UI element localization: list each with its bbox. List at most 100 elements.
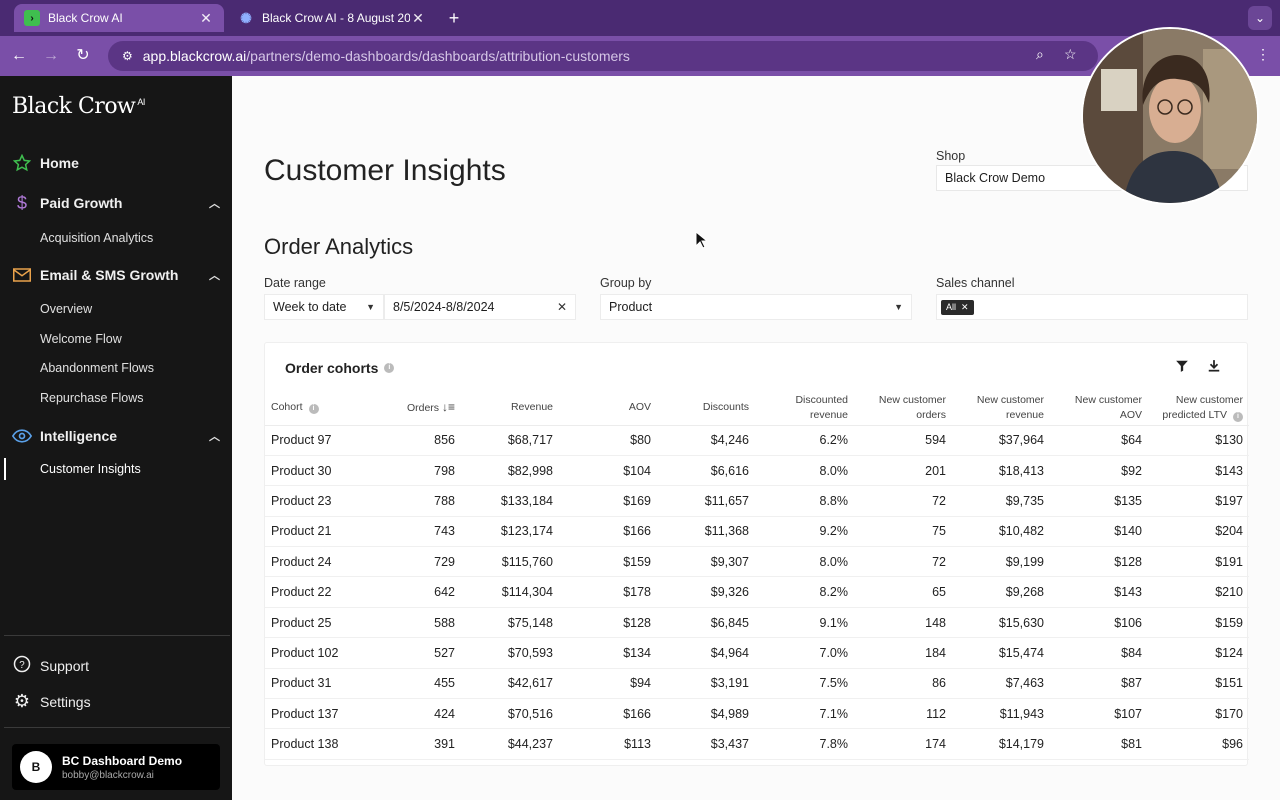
blackcrow-favicon-icon: › [24, 10, 40, 26]
date-preset-select[interactable]: Week to date ▼ [264, 294, 384, 320]
cell-new-customer-predicted-ltv: $170 [1148, 698, 1249, 730]
table-row[interactable]: Product 24 729 $115,760 $159 $9,307 8.0% 72 $9,… [265, 546, 1249, 578]
cell-discounts: $11,368 [657, 516, 755, 548]
sidebar-item-paid-growth[interactable]: $ Paid Growth ︿ [12, 191, 220, 215]
chevron-up-icon[interactable]: ︿ [209, 198, 220, 210]
cell-new-customer-predicted-ltv: $191 [1148, 546, 1249, 578]
help-circle-icon: ? [12, 655, 32, 676]
back-arrow-icon[interactable]: ← [11, 47, 27, 64]
cell-orders: 391 [365, 728, 461, 760]
cell-discounts: $6,845 [657, 607, 755, 639]
group-by-select[interactable]: Product ▼ [600, 294, 912, 320]
group-by-value: Product [609, 300, 653, 314]
table-row[interactable]: Product 21 743 $123,174 $166 $11,368 9.2% 75 $1… [265, 516, 1249, 548]
reload-icon[interactable]: ↻ [76, 47, 90, 64]
cell-new-customer-aov: $143 [1050, 576, 1148, 608]
cell-new-customer-aov: $135 [1050, 485, 1148, 517]
table-row[interactable]: Product 138 391 $44,237 $113 $3,437 7.8% 174 $1… [265, 728, 1249, 760]
clear-icon[interactable]: ✕ [556, 300, 567, 314]
col-header-discounts[interactable]: Discounts [657, 391, 755, 426]
site-info-icon[interactable]: ⚙ [122, 49, 133, 63]
info-icon[interactable]: i [384, 363, 395, 373]
sidebar-item-email-sms[interactable]: Email & SMS Growth ︿ [12, 263, 220, 287]
table-row[interactable]: Product 31 455 $42,617 $94 $3,191 7.5% 86 $7,46… [265, 668, 1249, 700]
sidebar-item-settings[interactable]: ⚙ Settings [12, 691, 91, 712]
cell-discounted-revenue: 6.2% [755, 425, 854, 456]
browser-menu-icon[interactable]: ⋮ [1256, 46, 1270, 62]
browser-tab-inactive[interactable]: ✺ Black Crow AI - 8 August 2024 ✕ [228, 4, 436, 32]
sidebar: Black Crow AI Home $ Paid Growth ︿ Acquis… [0, 76, 232, 800]
sidebar-item-acquisition-analytics[interactable]: Acquisition Analytics [40, 231, 154, 245]
close-tab-icon[interactable]: ✕ [412, 9, 424, 26]
chevron-up-icon[interactable]: ︿ [209, 270, 220, 282]
sidebar-item-label: Home [40, 155, 79, 171]
sidebar-item-label: Support [40, 657, 90, 674]
col-header-new-customer-aov[interactable]: New customer AOV [1050, 391, 1148, 426]
sidebar-item-welcome-flow[interactable]: Welcome Flow [40, 332, 122, 346]
tab-search-chevron-icon[interactable]: ⌄ [1248, 6, 1272, 30]
col-header-cohort[interactable]: Cohort i [265, 391, 365, 426]
table-row[interactable]: Product 25 588 $75,148 $128 $6,845 9.1% 148 $15… [265, 607, 1249, 639]
sidebar-item-repurchase-flows[interactable]: Repurchase Flows [40, 391, 144, 405]
address-bar[interactable]: ⚙ app.blackcrow.ai/partners/demo-dashboa… [108, 41, 1098, 71]
order-cohorts-table: Cohort i Orders ↓≡ Revenue AOV Discounts … [265, 391, 1249, 760]
cell-discounts: $11,657 [657, 485, 755, 517]
cell-cohort: Product 138 [265, 728, 365, 760]
zoom-icon[interactable]: ⌕ [1036, 46, 1044, 62]
col-header-new-customer-revenue[interactable]: New customer revenue [952, 391, 1050, 426]
chip-remove-icon[interactable]: ✕ [961, 301, 969, 312]
cell-new-customer-aov: $84 [1050, 637, 1148, 669]
tab-title: Black Crow AI - 8 August 2024 [262, 11, 410, 25]
cell-new-customer-predicted-ltv: $143 [1148, 455, 1249, 487]
sidebar-item-support[interactable]: ? Support [12, 655, 89, 676]
cell-aov: $178 [559, 576, 657, 608]
col-header-revenue[interactable]: Revenue [461, 391, 559, 426]
download-icon[interactable] [1207, 359, 1221, 377]
cell-revenue: $68,717 [461, 425, 559, 456]
cell-new-customer-predicted-ltv: $204 [1148, 516, 1249, 548]
sales-channel-chip[interactable]: All ✕ [941, 299, 974, 315]
col-header-new-customer-predicted-ltv[interactable]: New customer predicted LTV i [1148, 391, 1249, 426]
filter-icon[interactable] [1175, 359, 1189, 377]
browser-tab-active[interactable]: › Black Crow AI ✕ [14, 4, 224, 32]
table-row[interactable]: Product 30 798 $82,998 $104 $6,616 8.0% 201 $18… [265, 455, 1249, 487]
close-tab-icon[interactable]: ✕ [200, 9, 212, 26]
cell-discounted-revenue: 8.0% [755, 546, 854, 578]
info-icon[interactable]: i [308, 404, 319, 415]
cell-new-customer-orders: 75 [854, 516, 952, 548]
col-header-new-customer-orders[interactable]: New customer orders [854, 391, 952, 426]
sidebar-item-intelligence[interactable]: Intelligence ︿ [12, 424, 220, 448]
table-row[interactable]: Product 137 424 $70,516 $166 $4,989 7.1% 112 $1… [265, 698, 1249, 730]
cell-orders: 743 [365, 516, 461, 548]
sort-desc-icon[interactable]: ↓≡ [441, 399, 455, 414]
forward-arrow-icon[interactable]: → [43, 47, 59, 64]
user-card[interactable]: B BC Dashboard Demo bobby@blackcrow.ai [12, 744, 220, 790]
table-row[interactable]: Product 97 856 $68,717 $80 $4,246 6.2% 594 $37,… [265, 425, 1249, 456]
sidebar-item-overview[interactable]: Overview [40, 302, 93, 316]
info-icon[interactable]: i [1233, 411, 1243, 422]
sidebar-item-abandonment-flows[interactable]: Abandonment Flows [40, 361, 154, 375]
cell-new-customer-orders: 174 [854, 728, 952, 760]
logo[interactable]: Black Crow AI [12, 94, 145, 119]
date-range-input[interactable]: 8/5/2024-8/8/2024 ✕ [384, 294, 576, 320]
table-row[interactable]: Product 23 788 $133,184 $169 $11,657 8.8% 72 $9… [265, 485, 1249, 517]
date-range-value: 8/5/2024-8/8/2024 [393, 300, 495, 314]
col-header-orders[interactable]: Orders ↓≡ [365, 391, 461, 426]
cell-discounted-revenue: 7.1% [755, 698, 854, 730]
divider [4, 727, 230, 728]
col-header-discounted-revenue[interactable]: Discounted revenue [755, 391, 854, 426]
cell-orders: 424 [365, 698, 461, 730]
sidebar-item-home[interactable]: Home [12, 151, 220, 175]
cell-aov: $80 [559, 425, 657, 456]
bookmark-star-icon[interactable]: ☆ [1064, 46, 1077, 62]
table-row[interactable]: Product 22 642 $114,304 $178 $9,326 8.2% 65 $9,… [265, 576, 1249, 608]
chevron-up-icon[interactable]: ︿ [209, 431, 220, 443]
cell-aov: $169 [559, 485, 657, 517]
sales-channel-multiselect[interactable]: All ✕ [936, 294, 1248, 320]
col-header-aov[interactable]: AOV [559, 391, 657, 426]
table-row[interactable]: Product 102 527 $70,593 $134 $4,964 7.0% 184 $1… [265, 637, 1249, 669]
new-tab-icon[interactable]: + [448, 8, 460, 28]
cell-new-customer-revenue: $10,482 [952, 516, 1050, 548]
cell-new-customer-orders: 148 [854, 607, 952, 639]
sidebar-item-customer-insights[interactable]: Customer Insights [40, 462, 141, 476]
